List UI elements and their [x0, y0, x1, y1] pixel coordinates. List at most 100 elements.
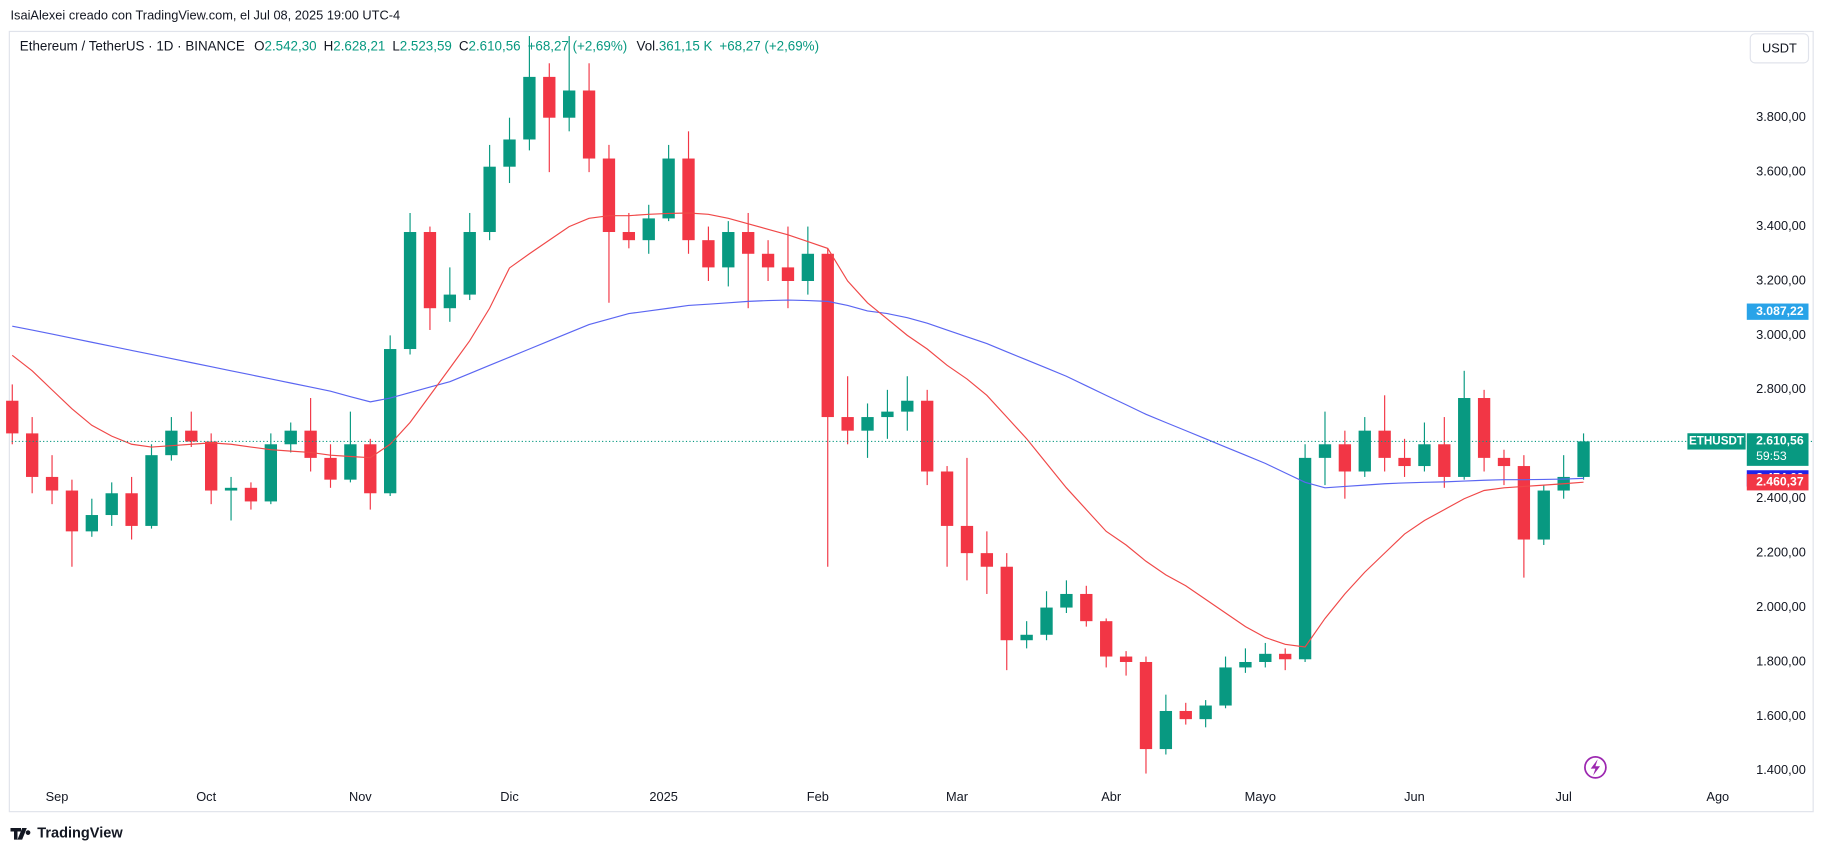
- candle-body: [1100, 621, 1113, 657]
- x-tick-label: Ago: [1706, 789, 1729, 804]
- x-tick-label: Nov: [349, 789, 372, 804]
- candle-body: [901, 400, 914, 412]
- candle-body: [1318, 444, 1332, 458]
- candle-body: [443, 294, 457, 309]
- candle-body: [45, 476, 59, 491]
- candle-body: [324, 457, 337, 480]
- candle-body: [244, 487, 258, 502]
- price-label: 2.610,56: [1756, 434, 1804, 448]
- y-tick-label: 2.400,00: [1756, 490, 1806, 505]
- brand: TradingView: [37, 826, 123, 842]
- symbol-tag: ETHUSDT: [1689, 434, 1744, 447]
- candle-body: [1080, 593, 1093, 622]
- candle-body: [523, 76, 536, 140]
- alert-icon[interactable]: [1584, 756, 1607, 779]
- candle-body: [65, 490, 79, 532]
- candle-body: [1497, 457, 1511, 467]
- candle-body: [980, 553, 994, 567]
- candle-body: [702, 240, 715, 268]
- x-tick-label: Dic: [500, 789, 519, 804]
- candle-body: [165, 430, 178, 456]
- x-tick-label: Mar: [946, 789, 969, 804]
- candle-body: [6, 400, 19, 434]
- candle-body: [563, 90, 576, 118]
- candle-body: [1199, 705, 1212, 720]
- price-label: 3.087,22: [1756, 304, 1804, 318]
- candle-body: [145, 455, 158, 526]
- legend: Ethereum / TetherUS · 1D · BINANCE O2.542…: [20, 38, 819, 53]
- x-tick-label: Sep: [46, 789, 69, 804]
- candle-body: [642, 218, 655, 241]
- vol-label: Vol.: [637, 38, 659, 53]
- h-label: H: [324, 38, 334, 53]
- candle-body: [1358, 430, 1371, 472]
- price-label: 2.460,37: [1756, 475, 1804, 489]
- price-label-bg: [1746, 303, 1809, 320]
- candle-body: [1040, 607, 1053, 635]
- candle-body: [582, 90, 596, 159]
- vol-change: +68,27 (+2,69%): [719, 38, 819, 53]
- x-tick-label: Abr: [1101, 789, 1122, 804]
- y-tick-label: 3.400,00: [1756, 218, 1806, 233]
- y-tick-label: 1.400,00: [1756, 762, 1806, 777]
- candle-body: [1119, 656, 1133, 662]
- candle-body: [1298, 457, 1312, 660]
- candle-body: [781, 267, 795, 281]
- candle-body: [185, 430, 198, 442]
- vol-value: 361,15 K: [659, 38, 713, 53]
- x-tick-label: Mayo: [1245, 789, 1276, 804]
- candle-body: [821, 253, 834, 418]
- currency-button[interactable]: [1749, 33, 1810, 64]
- candle-body: [264, 444, 278, 502]
- candle-body: [384, 349, 397, 494]
- candle-body: [483, 166, 496, 233]
- x-tick-label: Jun: [1404, 789, 1425, 804]
- candle-body: [85, 515, 98, 532]
- l-label: L: [392, 38, 399, 53]
- candle-body: [602, 158, 616, 233]
- x-tick-label: Feb: [807, 789, 829, 804]
- candle-body: [1537, 490, 1550, 540]
- candle-body: [742, 232, 755, 254]
- candle-body: [841, 417, 854, 431]
- candle-body: [1458, 398, 1471, 477]
- candle-body: [304, 430, 317, 458]
- x-tick-label: Oct: [196, 789, 216, 804]
- candle-body: [1398, 457, 1411, 467]
- candle-body: [1338, 444, 1352, 472]
- candle-body: [1219, 667, 1232, 706]
- candle-body: [1378, 430, 1391, 458]
- candle-body: [503, 139, 516, 167]
- symbol-tag-bg: [1687, 433, 1746, 450]
- y-tick-label: 3.800,00: [1756, 109, 1806, 124]
- candle-body: [662, 158, 675, 219]
- candle-body: [1279, 653, 1292, 660]
- y-tick-label: 2.800,00: [1756, 381, 1806, 396]
- h-value: 2.628,21: [333, 38, 385, 53]
- candle-body: [423, 232, 437, 309]
- y-tick-label: 1.600,00: [1756, 708, 1806, 723]
- candle-body: [1000, 566, 1013, 641]
- candle-body: [1438, 444, 1451, 477]
- o-value: 2.542,30: [265, 38, 317, 53]
- plot: 1.400,00 1.600,00 1.800,00 2.000,00 2.200,00…: [6, 36, 1814, 804]
- x-tick-label: 2025: [649, 789, 677, 804]
- candle-body: [364, 444, 377, 494]
- moving-average: [11, 212, 1584, 648]
- countdown: 59:53: [1756, 449, 1787, 463]
- brand-logo: [10, 827, 31, 840]
- candle-body: [403, 232, 417, 350]
- currency-label[interactable]: USDT: [1762, 40, 1797, 55]
- candle-body: [801, 253, 815, 281]
- c-value: 2.610,56: [469, 38, 521, 53]
- y-tick-label: 2.000,00: [1756, 599, 1806, 614]
- symbol: Ethereum / TetherUS · 1D · BINANCE: [20, 38, 245, 53]
- candle-body: [1239, 661, 1252, 668]
- candle-body: [1418, 444, 1431, 467]
- y-tick-label: 2.200,00: [1756, 545, 1806, 560]
- candle-body: [463, 232, 476, 295]
- candle-body: [960, 525, 974, 554]
- candle-body: [1020, 634, 1033, 641]
- c-label: C: [459, 38, 469, 53]
